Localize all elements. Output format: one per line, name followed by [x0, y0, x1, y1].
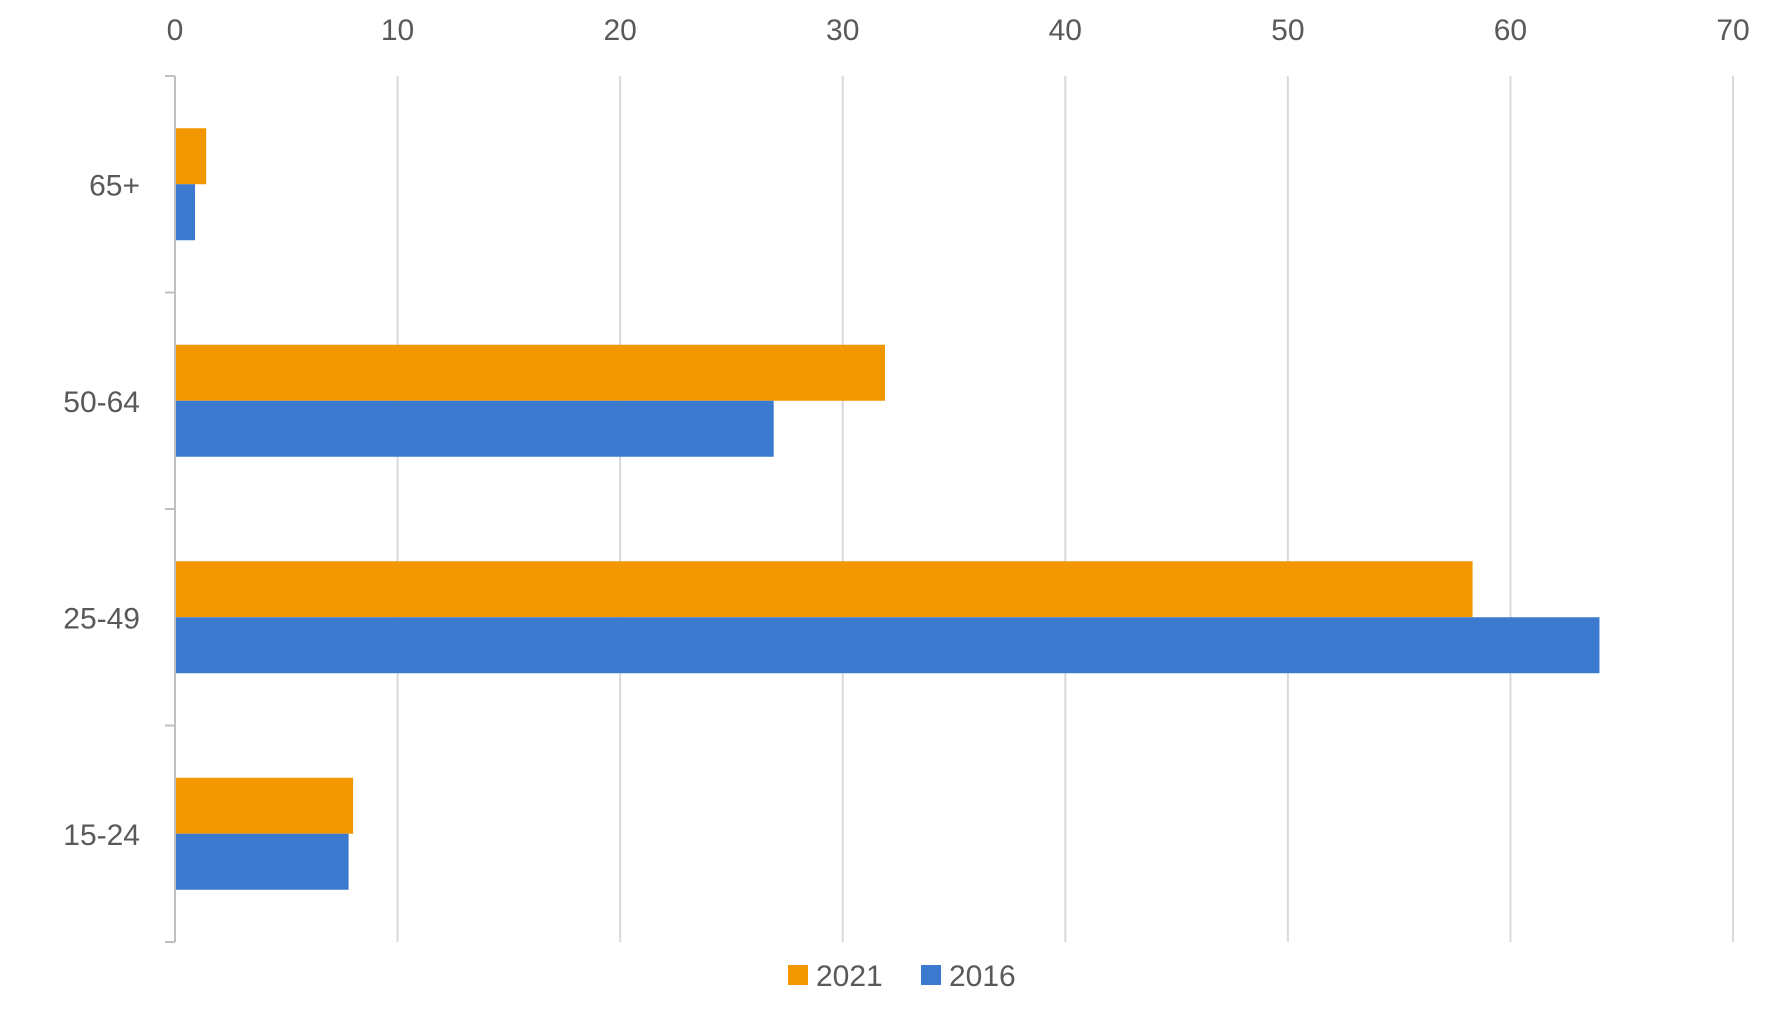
- bar-2016-15-24: [175, 833, 349, 890]
- value-axis: 0 10 20 30 40 50 60 70: [167, 14, 1750, 47]
- category-label: 50-64: [63, 386, 140, 419]
- x-tick-label: 0: [167, 14, 184, 47]
- bar-2016-65+: [175, 184, 196, 241]
- bars: [175, 128, 1600, 890]
- legend: 2021 2016: [788, 960, 1016, 993]
- bar-2021-25-49: [175, 561, 1473, 618]
- x-tick-label: 60: [1494, 14, 1527, 47]
- category-label: 25-49: [63, 602, 140, 635]
- bar-2021-15-24: [175, 777, 354, 834]
- category-label: 15-24: [63, 819, 140, 852]
- bar-2016-25-49: [175, 617, 1600, 674]
- x-tick-label: 40: [1049, 14, 1082, 47]
- x-tick-label: 70: [1716, 14, 1749, 47]
- bar-2016-50-64: [175, 400, 774, 457]
- legend-label-2016: 2016: [949, 960, 1016, 993]
- bar-2021-50-64: [175, 344, 886, 401]
- x-tick-label: 30: [826, 14, 859, 47]
- legend-swatch-2021: [788, 965, 808, 985]
- legend-label-2021: 2021: [816, 960, 883, 993]
- gridlines: [396, 76, 1734, 942]
- x-tick-label: 10: [381, 14, 414, 47]
- x-tick-label: 50: [1271, 14, 1304, 47]
- category-label: 65+: [89, 169, 140, 202]
- x-tick-label: 20: [603, 14, 636, 47]
- bar-2021-65+: [175, 128, 207, 185]
- legend-swatch-2016: [921, 965, 941, 985]
- category-axis: 15-24 25-49 50-64 65+: [63, 75, 176, 943]
